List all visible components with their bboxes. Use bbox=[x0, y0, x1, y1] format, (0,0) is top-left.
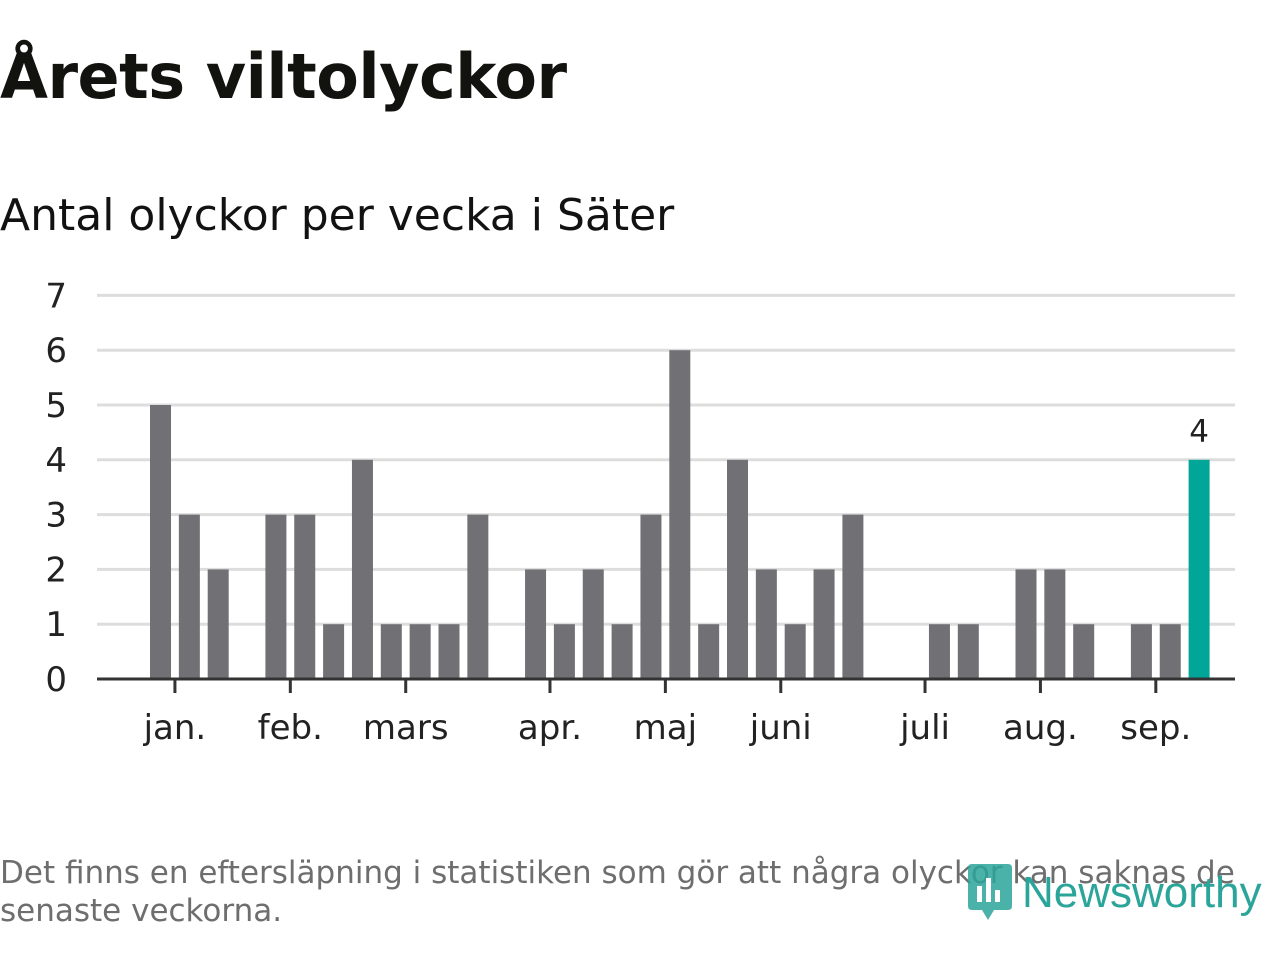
newsworthy-logo: Newsworthy bbox=[964, 860, 1262, 926]
bar bbox=[323, 624, 345, 679]
bar bbox=[611, 624, 633, 679]
bar bbox=[438, 624, 460, 679]
bar bbox=[207, 569, 229, 679]
bar bbox=[178, 514, 200, 679]
y-tick-label: 1 bbox=[45, 605, 67, 645]
bar bbox=[842, 514, 864, 679]
bar bbox=[409, 624, 431, 679]
y-tick-label: 0 bbox=[45, 660, 67, 700]
bar-highlight bbox=[1188, 459, 1210, 679]
bar bbox=[1159, 624, 1181, 679]
x-tick-label: juni bbox=[749, 708, 812, 748]
bar bbox=[755, 569, 777, 679]
bar bbox=[928, 624, 950, 679]
x-tick-label: maj bbox=[634, 708, 697, 748]
bar bbox=[467, 514, 489, 679]
bar bbox=[525, 569, 547, 679]
data-label: 4 bbox=[1189, 414, 1209, 450]
bar bbox=[957, 624, 979, 679]
bar bbox=[669, 350, 691, 679]
bar bbox=[553, 624, 575, 679]
bar bbox=[150, 405, 171, 679]
bar bbox=[698, 624, 720, 679]
bar bbox=[1015, 569, 1037, 679]
x-tick-label: juli bbox=[899, 708, 950, 748]
x-tick-label: jan. bbox=[143, 708, 207, 748]
bar bbox=[1044, 569, 1066, 679]
bar bbox=[727, 459, 748, 679]
bar bbox=[784, 624, 806, 679]
bar bbox=[813, 569, 835, 679]
bar bbox=[351, 459, 373, 679]
bar bbox=[1073, 624, 1095, 679]
y-tick-label: 6 bbox=[45, 331, 67, 371]
bar bbox=[380, 624, 402, 679]
bar bbox=[582, 569, 604, 679]
brand-name: Newsworthy bbox=[1022, 868, 1262, 917]
chart-title: Årets viltolyckor bbox=[0, 40, 567, 113]
y-tick-label: 2 bbox=[45, 550, 67, 590]
bar bbox=[640, 514, 662, 679]
y-tick-label: 7 bbox=[45, 276, 67, 316]
y-tick-label: 3 bbox=[45, 496, 67, 536]
newsworthy-logo-icon bbox=[968, 864, 1012, 920]
y-tick-label: 5 bbox=[45, 386, 67, 426]
bar bbox=[1130, 624, 1152, 679]
x-tick-label: aug. bbox=[1003, 708, 1078, 748]
x-tick-label: mars bbox=[363, 708, 449, 748]
bar bbox=[294, 514, 316, 679]
chart-subtitle: Antal olyckor per vecka i Säter bbox=[0, 190, 675, 241]
bar-chart: 0 1 2 3 4 5 6 7 4 jan. feb. mars apr. maj juni juli aug.… bbox=[45, 276, 1235, 748]
x-tick-label: apr. bbox=[518, 708, 582, 748]
bar bbox=[265, 514, 287, 679]
footnote: Det finns en eftersläpning i statistiken… bbox=[0, 855, 1235, 929]
x-tick-label: feb. bbox=[258, 708, 323, 748]
y-tick-label: 4 bbox=[45, 441, 67, 481]
x-tick-label: sep. bbox=[1120, 708, 1191, 748]
